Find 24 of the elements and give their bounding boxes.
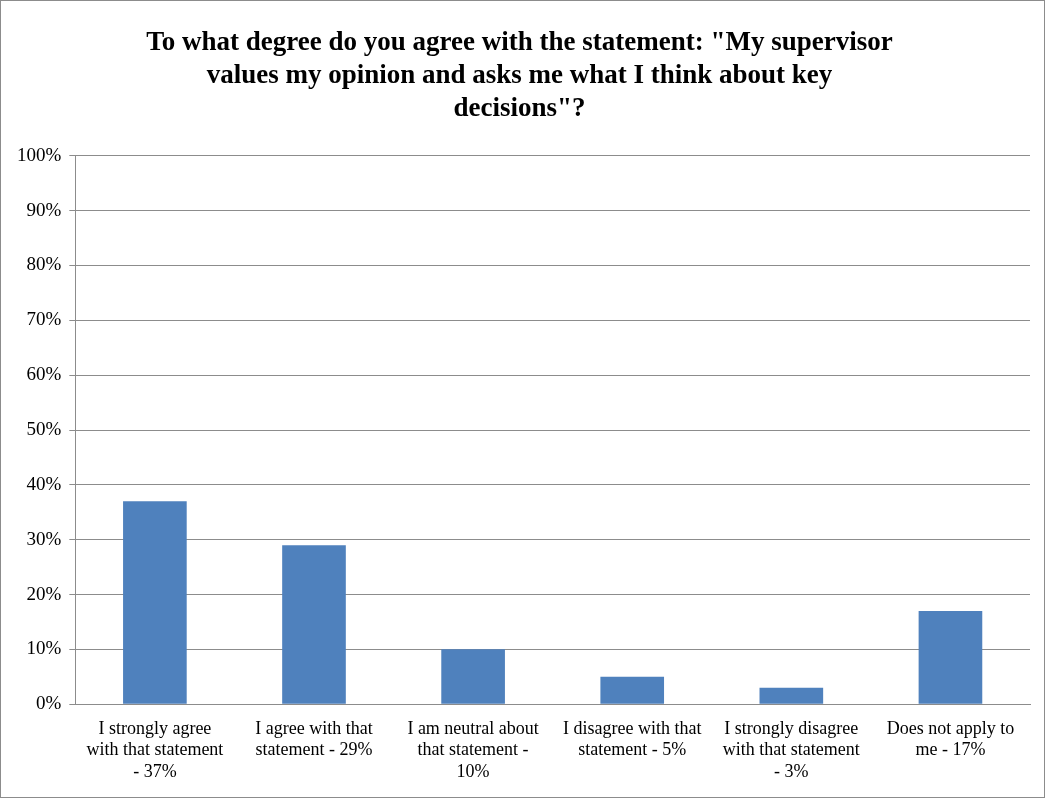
x-tick-label: I am neutral about that statement - 10% xyxy=(407,717,539,781)
x-tick-label: Does not apply to me - 17% xyxy=(886,717,1015,760)
bar xyxy=(282,545,346,704)
bar xyxy=(123,501,187,704)
x-tick-label: I agree with that statement - 29% xyxy=(255,717,373,760)
y-tick-label: 40% xyxy=(26,472,62,494)
y-tick-label: 0% xyxy=(36,692,62,714)
chart-title: To what degree do you agree with the statement: "My supervisor values my opinion and asks me what I think about key decisions"? xyxy=(146,26,893,123)
x-tick-label: I strongly disagree with that statement - 3% xyxy=(722,717,860,781)
y-tick-label: 80% xyxy=(26,253,62,275)
y-tick-label: 10% xyxy=(26,637,62,659)
y-tick-label: 20% xyxy=(26,582,62,604)
bar xyxy=(759,687,824,704)
bar xyxy=(441,649,505,704)
x-tick-label: I strongly agree with that statement - 37% xyxy=(86,717,224,781)
y-tick-label: 50% xyxy=(26,417,62,439)
y-tick-label: 90% xyxy=(26,198,62,220)
y-tick-label: 100% xyxy=(17,143,62,165)
y-tick-label: 60% xyxy=(26,363,62,385)
y-tick-label: 70% xyxy=(26,308,62,330)
bar xyxy=(918,610,983,704)
bar xyxy=(600,676,665,704)
y-tick-label: 30% xyxy=(26,527,62,549)
x-tick-label: I disagree with that statement - 5% xyxy=(562,717,702,760)
